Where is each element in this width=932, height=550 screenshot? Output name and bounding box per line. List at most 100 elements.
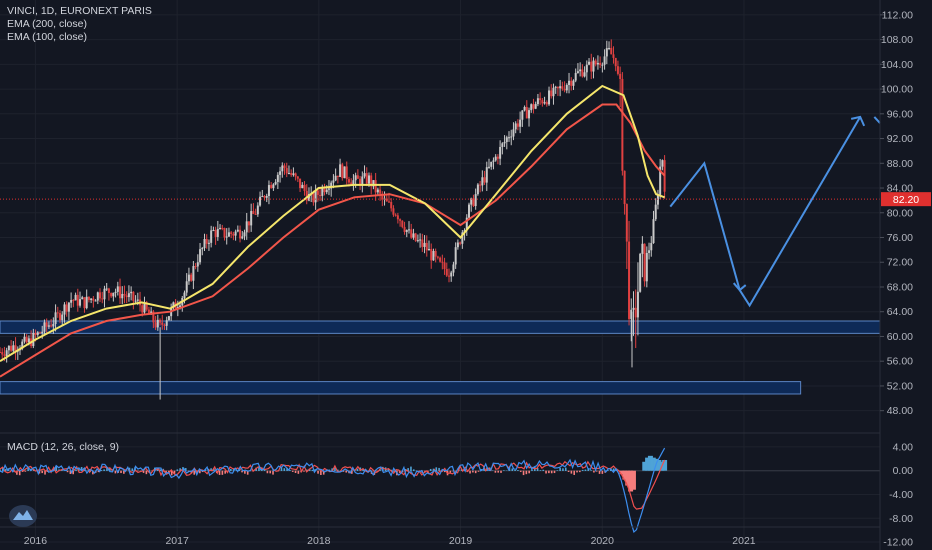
candle-body [419, 239, 422, 241]
candle-body [594, 60, 597, 65]
support-zone [0, 320, 881, 334]
candle-body [87, 296, 90, 300]
candle-body [541, 100, 544, 104]
macd-histogram-bar [356, 468, 359, 471]
candle-body [276, 174, 279, 182]
macd-legend[interactable]: MACD (12, 26, close, 9) [7, 441, 120, 453]
candle-body [367, 175, 370, 184]
ema-lines [0, 84, 880, 378]
candle-body [590, 61, 593, 72]
macd-histogram-bar [656, 459, 662, 471]
candle-body [574, 72, 577, 81]
candle-body [436, 256, 439, 258]
ema-200-legend[interactable]: EMA (200, close) [7, 18, 87, 30]
macd-histogram-bar [622, 470, 628, 480]
candle-body [321, 187, 324, 196]
candle-body [205, 239, 208, 244]
candle-body [432, 250, 435, 261]
macd-histogram-bar [553, 470, 556, 474]
macd-histogram-bar [472, 470, 474, 473]
macd-histogram-bar [280, 467, 283, 471]
candle-body [645, 252, 648, 282]
candle-body [619, 73, 622, 79]
candle-body [314, 190, 317, 203]
candle-body [327, 188, 330, 190]
macd-histogram-bar [519, 470, 522, 472]
tradingview-logo-icon[interactable] [8, 503, 38, 529]
candle-body [423, 242, 426, 247]
candle-body [365, 173, 368, 184]
candle-body [241, 236, 244, 239]
candle-body [441, 261, 444, 263]
macd-histogram-bar [581, 469, 584, 471]
macd-histogram-bar [438, 467, 440, 471]
candle-body [65, 304, 68, 312]
candle-body [556, 86, 559, 89]
candle-body [450, 272, 453, 277]
projection-path [669, 115, 881, 308]
macd-histogram-bar [382, 466, 384, 471]
candle-body [10, 345, 13, 351]
candle-body [43, 322, 46, 332]
candle-body [45, 322, 48, 327]
candle-body [508, 137, 511, 139]
macd-histogram-bar [320, 470, 322, 475]
macd-histogram-bar [628, 470, 634, 492]
price-candles [0, 39, 666, 400]
candle-body [525, 107, 528, 119]
candle-body [123, 293, 126, 296]
macd-histogram-bar [303, 470, 305, 472]
macd-histogram-bar [500, 470, 502, 473]
macd-histogram-bar [114, 470, 117, 474]
macd-histogram-bar [258, 467, 260, 471]
macd-histogram-bar [393, 470, 395, 472]
price-axis-label: 48.00 [887, 405, 913, 417]
candle-body [341, 164, 344, 179]
candle-body [405, 230, 408, 232]
candle-body [474, 194, 477, 207]
candle-body [212, 229, 215, 231]
candle-body [356, 175, 359, 179]
candle-body [7, 345, 10, 351]
macd-pane [0, 447, 880, 533]
macd-histogram-bar [564, 467, 567, 471]
candle-body [132, 291, 135, 301]
macd-histogram-bar [241, 470, 243, 473]
candle-body [363, 173, 366, 177]
ema-100-legend[interactable]: EMA (100, close) [7, 31, 87, 43]
candle-body [107, 288, 110, 293]
macd-histogram-bar [244, 470, 246, 474]
symbol-legend[interactable]: VINCI, 1D, EURONEXT PARIS [7, 5, 152, 17]
current-price-label: 82.20 [893, 194, 919, 206]
time-axis-label: 2021 [732, 535, 756, 547]
candle-body [623, 170, 626, 205]
candle-body [214, 229, 217, 237]
candle-body [616, 66, 619, 74]
macd-histogram-bar [193, 470, 196, 475]
macd-histogram-bar [598, 470, 601, 474]
candle-body [52, 324, 55, 327]
macd-histogram-bar [24, 470, 27, 472]
macd-histogram-bar [573, 470, 576, 475]
candle-body [41, 331, 44, 334]
candle-body [596, 62, 599, 65]
macd-histogram-bar [435, 467, 438, 471]
candle-body [514, 123, 517, 130]
macd-histogram-bar [272, 470, 274, 475]
candle-body [605, 48, 608, 57]
macd-histogram-bar [542, 469, 545, 471]
macd-histogram-bar [647, 455, 653, 471]
candle-body [414, 233, 417, 241]
macd-histogram-bar [567, 470, 570, 472]
candle-body [210, 230, 213, 243]
macd-histogram-bar [607, 470, 609, 471]
time-axis-label: 2018 [307, 535, 331, 547]
candle-body [532, 104, 535, 109]
candle-body [352, 180, 355, 185]
candle-body [447, 275, 450, 277]
candle-body [223, 228, 226, 238]
candle-body [163, 324, 166, 326]
candle-body [654, 204, 657, 220]
macd-histogram-bar [27, 467, 29, 471]
